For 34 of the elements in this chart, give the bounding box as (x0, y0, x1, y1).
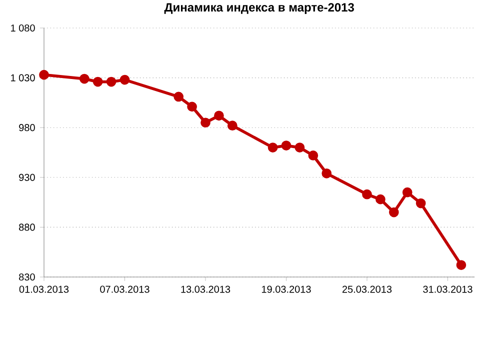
point (106, 76, 116, 87)
point (79, 74, 90, 84)
point (187, 102, 197, 112)
point (174, 92, 184, 102)
y-tick-label: 930 (19, 174, 35, 181)
point (200, 118, 210, 128)
x-tick-label: 19.03.2013 (262, 286, 311, 293)
chart-title: Динамика индекса в марте-2013 (164, 3, 354, 14)
y-tick-label: 830 (19, 273, 35, 281)
point (376, 194, 386, 204)
point (268, 142, 278, 152)
point (227, 120, 238, 131)
point (214, 110, 224, 121)
point (388, 207, 399, 218)
x-tick-label: 25.03.2013 (342, 286, 392, 293)
point (294, 142, 305, 152)
point (281, 140, 292, 150)
point (456, 260, 466, 270)
x-tick-label: 07.03.2013 (100, 286, 150, 293)
point (92, 76, 103, 87)
point (362, 189, 372, 200)
point (308, 150, 318, 160)
point (402, 187, 412, 198)
point (416, 198, 426, 208)
x-tick-label: 01.03.2013 (19, 286, 69, 293)
x-tick-label: 13.03.2013 (181, 286, 230, 293)
point (120, 74, 130, 85)
y-tick-label: 1 030 (11, 74, 35, 82)
y-tick-label: 980 (19, 124, 35, 132)
y-tick-label: 880 (19, 224, 35, 231)
point (39, 70, 49, 80)
point (322, 168, 332, 178)
y-tick-label: 1 080 (11, 24, 35, 32)
x-tick-label: 31.03.2013 (423, 286, 472, 293)
